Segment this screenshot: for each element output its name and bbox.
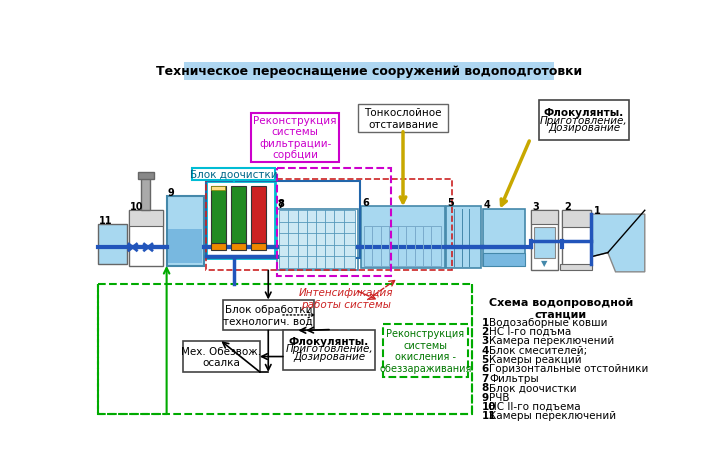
- Text: Камера переключений: Камера переключений: [490, 336, 614, 346]
- Bar: [531, 211, 558, 225]
- Text: 3: 3: [532, 201, 539, 211]
- Bar: [185, 62, 554, 81]
- Text: Блок обработки
технологич. вод: Блок обработки технологич. вод: [224, 305, 313, 326]
- Text: 11: 11: [482, 411, 496, 421]
- Text: Схема водопроводной
станции: Схема водопроводной станции: [489, 297, 633, 318]
- Bar: [277, 169, 391, 276]
- Bar: [223, 300, 314, 331]
- Text: 1: 1: [482, 317, 489, 327]
- Bar: [211, 186, 225, 191]
- Bar: [483, 253, 526, 267]
- Bar: [231, 186, 246, 248]
- Text: 3: 3: [482, 336, 489, 346]
- Bar: [141, 176, 151, 211]
- Text: Интенсификация
работы системы: Интенсификация работы системы: [298, 288, 393, 309]
- Bar: [383, 325, 468, 377]
- Bar: [483, 209, 526, 267]
- Bar: [206, 182, 360, 258]
- Text: Фильтры: Фильтры: [490, 373, 539, 383]
- Bar: [129, 211, 163, 266]
- Text: Камеры реакций: Камеры реакций: [490, 354, 582, 364]
- Bar: [361, 207, 445, 268]
- Text: НС I-го подъма: НС I-го подъма: [490, 326, 572, 336]
- Bar: [358, 105, 448, 132]
- Text: 2: 2: [482, 326, 489, 336]
- Text: 9: 9: [167, 188, 174, 198]
- Bar: [562, 211, 591, 268]
- Bar: [531, 211, 558, 271]
- Text: ▼: ▼: [541, 258, 547, 268]
- Text: Дозирование: Дозирование: [548, 123, 620, 133]
- Bar: [183, 341, 260, 372]
- Text: 2: 2: [565, 201, 572, 211]
- Text: Водозаборные ковши: Водозаборные ковши: [490, 317, 608, 327]
- Bar: [560, 265, 593, 271]
- Text: 7: 7: [482, 373, 489, 383]
- Bar: [231, 244, 246, 250]
- Text: РЧВ: РЧВ: [490, 392, 510, 402]
- Bar: [534, 228, 554, 258]
- Bar: [206, 180, 452, 271]
- Text: Реконструкция
системы
окисления -
обеззараживания: Реконструкция системы окисления - обезза…: [379, 328, 472, 373]
- Bar: [283, 330, 376, 370]
- Text: Дозирование: Дозирование: [293, 351, 365, 361]
- Text: 4: 4: [484, 200, 490, 210]
- Bar: [211, 244, 226, 250]
- Bar: [138, 172, 154, 180]
- Bar: [167, 197, 203, 266]
- Text: Блок смесителей;: Блок смесителей;: [490, 345, 588, 355]
- Text: Флокулянты.: Флокулянты.: [544, 108, 624, 118]
- Bar: [479, 288, 643, 415]
- Text: Техническое переоснащение сооружений водоподготовки: Техническое переоснащение сооружений вод…: [156, 65, 582, 78]
- Polygon shape: [593, 215, 645, 272]
- Text: Мех. Обезвож.
осалка: Мех. Обезвож. осалка: [181, 346, 261, 367]
- Bar: [446, 207, 481, 268]
- Text: 10: 10: [130, 201, 143, 211]
- Text: 10: 10: [482, 401, 496, 411]
- Text: 4: 4: [482, 345, 489, 355]
- Text: 11: 11: [99, 215, 112, 225]
- Text: 5: 5: [482, 354, 489, 364]
- Bar: [192, 169, 275, 181]
- Bar: [251, 186, 266, 248]
- Bar: [279, 211, 355, 268]
- Text: 8: 8: [482, 382, 489, 392]
- Bar: [206, 182, 275, 258]
- Text: Блок доочистки: Блок доочистки: [490, 382, 577, 392]
- Text: Горизонтальные отстойники: Горизонтальные отстойники: [490, 364, 649, 374]
- Text: 8: 8: [278, 198, 284, 208]
- Bar: [168, 230, 202, 264]
- Bar: [277, 209, 358, 271]
- Bar: [363, 226, 441, 266]
- Text: Приготовление,: Приготовление,: [540, 116, 628, 126]
- Bar: [129, 211, 163, 226]
- Text: 7: 7: [278, 200, 284, 210]
- Text: 1: 1: [594, 205, 601, 215]
- Text: Приготовление,: Приготовление,: [286, 344, 373, 354]
- Bar: [98, 285, 472, 414]
- Bar: [251, 244, 266, 250]
- Text: 9: 9: [482, 392, 489, 402]
- Text: 6: 6: [482, 364, 489, 374]
- Text: НС II-го подъема: НС II-го подъема: [490, 401, 581, 411]
- Bar: [211, 186, 226, 248]
- Text: Камеры переключений: Камеры переключений: [490, 411, 616, 421]
- Text: 6: 6: [362, 198, 369, 208]
- Text: Блок доочистки: Блок доочистки: [190, 169, 278, 179]
- Text: Реконструкция
системы
фильтрации-
сорбции: Реконструкция системы фильтрации- сорбци…: [254, 116, 337, 160]
- Bar: [562, 211, 591, 228]
- Bar: [539, 101, 629, 141]
- Text: Флокулянты.: Флокулянты.: [289, 336, 369, 346]
- Text: 5: 5: [447, 198, 454, 208]
- Text: Тонкослойное
отстаивание: Тонкослойное отстаивание: [364, 108, 442, 129]
- Bar: [98, 225, 128, 265]
